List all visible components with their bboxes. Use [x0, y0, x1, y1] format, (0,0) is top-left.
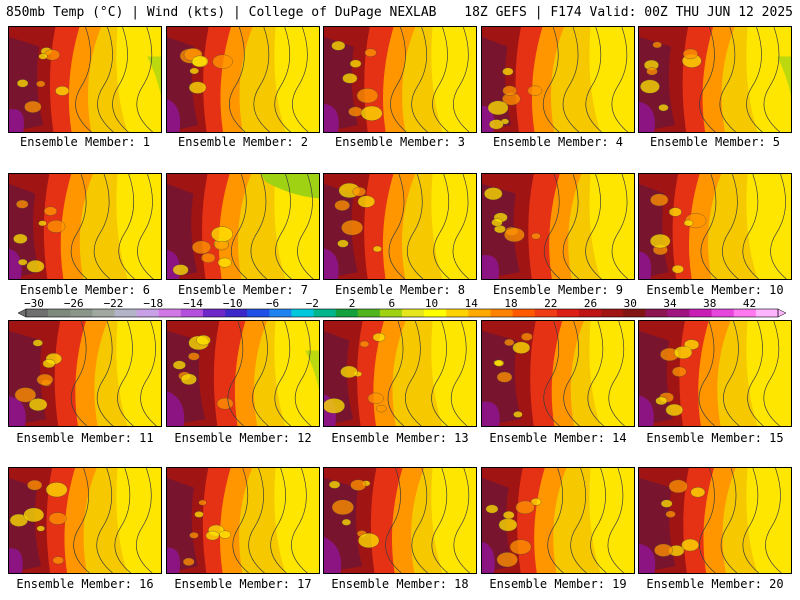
member-map-17: [166, 467, 320, 574]
member-map-1: [8, 26, 162, 133]
colorbar-segment: [379, 309, 403, 317]
colorbar-segment: [114, 309, 137, 317]
colorbar-segment: [689, 309, 712, 317]
colorbar-tick-label: 30: [623, 297, 637, 310]
colorbar-segment: [446, 309, 469, 317]
colorbar-right-arrow: [777, 308, 787, 318]
colorbar-tick-label: 10: [424, 297, 439, 310]
colorbar-tick-label: 42: [742, 297, 757, 310]
member-label: Ensemble Member: 18: [331, 577, 469, 591]
member-label: Ensemble Member: 3: [334, 135, 466, 149]
member-map-5: [638, 26, 792, 133]
colorbar-segment: [48, 309, 71, 317]
colorbar-segment: [92, 309, 115, 317]
member-label: Ensemble Member: 19: [489, 577, 627, 591]
colorbar-tick-label: −18: [143, 297, 164, 310]
member-label: Ensemble Member: 12: [174, 431, 312, 445]
member-map-10: [638, 173, 792, 280]
colorbar-segment: [269, 309, 292, 317]
member-label: Ensemble Member: 15: [646, 431, 784, 445]
colorbar-segment: [402, 309, 425, 317]
colorbar-segment: [136, 309, 160, 317]
colorbar-segment: [623, 309, 646, 317]
member-map-16: [8, 467, 162, 574]
member-map-13: [323, 320, 477, 427]
colorbar-tick-label: 18: [504, 297, 518, 310]
colorbar-tick-label: 38: [703, 297, 717, 310]
colorbar-segment: [202, 309, 226, 317]
member-map-18: [323, 467, 477, 574]
header-title: 850mb Temp (°C) | Wind (kts) | College o…: [6, 5, 437, 20]
member-map-4: [481, 26, 635, 133]
colorbar-tick-label: 26: [583, 297, 598, 310]
member-map-9: [481, 173, 635, 280]
member-label: Ensemble Member: 6: [19, 283, 151, 297]
colorbar-tick-label: 14: [464, 297, 478, 310]
member-label: Ensemble Member: 16: [16, 577, 154, 591]
colorbar-tick-label: −30: [24, 297, 44, 310]
member-map-8: [323, 173, 477, 280]
member-label: Ensemble Member: 2: [177, 135, 309, 149]
colorbar-tick-label: 22: [544, 297, 558, 310]
colorbar-tick-label: −14: [183, 297, 203, 310]
colorbar-tick-label: 34: [663, 297, 677, 310]
member-map-7: [166, 173, 320, 280]
member-label: Ensemble Member: 7: [177, 283, 309, 297]
member-map-19: [481, 467, 635, 574]
colorbar-segment: [468, 309, 491, 317]
member-label: Ensemble Member: 4: [492, 135, 624, 149]
colorbar-segment: [733, 309, 757, 317]
colorbar-segment: [556, 309, 580, 317]
member-label: Ensemble Member: 17: [174, 577, 312, 591]
colorbar-segment: [755, 309, 779, 317]
member-label: Ensemble Member: 5: [649, 135, 781, 149]
member-map-12: [166, 320, 320, 427]
colorbar-segment: [645, 309, 668, 317]
colorbar-segment: [512, 309, 536, 317]
colorbar-segment: [667, 309, 690, 317]
colorbar-tick-label: 2: [348, 297, 356, 310]
member-label: Ensemble Member: 14: [489, 431, 627, 445]
colorbar-segment: [711, 309, 735, 317]
member-map-20: [638, 467, 792, 574]
colorbar-segment: [601, 309, 624, 317]
member-map-15: [638, 320, 792, 427]
colorbar-tick-label: −26: [63, 297, 84, 310]
member-map-6: [8, 173, 162, 280]
member-map-2: [166, 26, 320, 133]
colorbar-segment: [357, 309, 381, 317]
member-label: Ensemble Member: 13: [331, 431, 469, 445]
member-label: Ensemble Member: 20: [646, 577, 784, 591]
member-label: Ensemble Member: 10: [646, 283, 784, 297]
colorbar-segment: [490, 309, 513, 317]
member-label: Ensemble Member: 8: [334, 283, 466, 297]
colorbar-tick-label: 6: [388, 297, 396, 310]
colorbar-tick-label: −6: [265, 297, 280, 310]
colorbar-tick-label: −22: [103, 297, 124, 310]
colorbar-segment: [424, 309, 447, 317]
temperature-colorbar: [17, 308, 787, 318]
colorbar-left-arrow: [17, 308, 27, 318]
member-map-3: [323, 26, 477, 133]
colorbar-segment: [225, 309, 248, 317]
colorbar-segment: [180, 309, 204, 317]
member-map-11: [8, 320, 162, 427]
colorbar-segment: [291, 309, 314, 317]
member-map-14: [481, 320, 635, 427]
colorbar-segment: [70, 309, 93, 317]
member-label: Ensemble Member: 9: [492, 283, 624, 297]
member-label: Ensemble Member: 11: [16, 431, 154, 445]
header-valid-time: 18Z GEFS | F174 Valid: 00Z THU JUN 12 20…: [464, 5, 793, 20]
colorbar-segment: [247, 309, 270, 317]
colorbar-segment: [578, 309, 602, 317]
colorbar-segment: [26, 309, 49, 317]
colorbar-tick-label: −10: [222, 297, 243, 310]
colorbar-segment: [313, 309, 336, 317]
colorbar-segment: [534, 309, 558, 317]
colorbar-segment: [158, 309, 182, 317]
colorbar-segment: [335, 309, 359, 317]
colorbar-tick-label: −2: [305, 297, 319, 310]
member-label: Ensemble Member: 1: [19, 135, 151, 149]
